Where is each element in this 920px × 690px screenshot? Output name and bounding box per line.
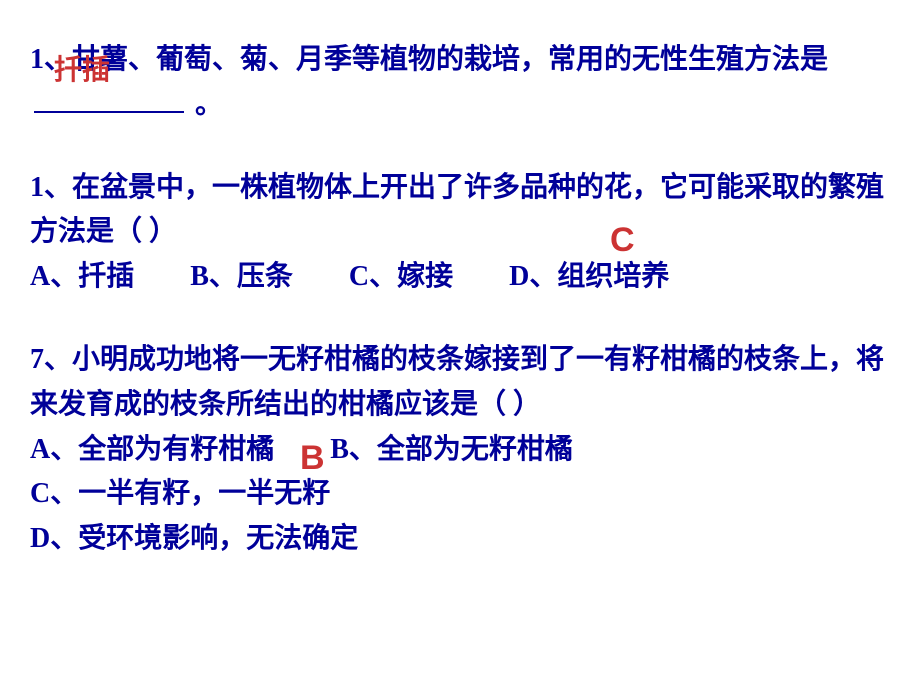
q2-options: A、扦插 B、压条 C、嫁接 D、组织培养 — [30, 255, 890, 300]
q2-answer: C — [610, 213, 635, 267]
question-2: 1、在盆景中，一株植物体上开出了许多品种的花，它可能采取的繁殖方法是（ ） C … — [30, 166, 890, 300]
q1-blank: 扦插 — [30, 83, 188, 128]
q3-text: 7、小明成功地将一无籽柑橘的枝条嫁接到了一有籽柑橘的枝条上，将来发育成的枝条所结… — [30, 338, 890, 428]
q3-stem: 7、小明成功地将一无籽柑橘的枝条嫁接到了一有籽柑橘的枝条上，将来发育成的枝条所结… — [30, 344, 884, 420]
question-1: 1、甘薯、葡萄、菊、月季等植物的栽培，常用的无性生殖方法是 扦插 。 — [30, 38, 890, 128]
q2-stem: 1、在盆景中，一株植物体上开出了许多品种的花，它可能采取的繁殖方法是（ ） — [30, 172, 884, 248]
q2-text: 1、在盆景中，一株植物体上开出了许多品种的花，它可能采取的繁殖方法是（ ） C — [30, 166, 890, 256]
q3-options-line1: A、全部为有籽柑橘 B、全部为无籽柑橘 — [30, 428, 890, 473]
q3-options-line3: D、受环境影响，无法确定 — [30, 517, 890, 562]
question-3: 7、小明成功地将一无籽柑橘的枝条嫁接到了一有籽柑橘的枝条上，将来发育成的枝条所结… — [30, 338, 890, 562]
q1-suffix: 。 — [188, 89, 223, 120]
q1-underline — [34, 111, 184, 113]
q1-text-line1: 1、甘薯、葡萄、菊、月季等植物的栽培，常用的无性生殖方法是 扦插 。 — [30, 38, 890, 128]
q3-options-line2: C、一半有籽，一半无籽 — [30, 472, 890, 517]
q3-answer: B — [300, 431, 325, 485]
q1-prefix: 1、甘薯、葡萄、菊、月季等植物的栽培，常用的无性生殖方法是 — [30, 44, 828, 75]
q1-answer: 扦插 — [54, 49, 110, 94]
